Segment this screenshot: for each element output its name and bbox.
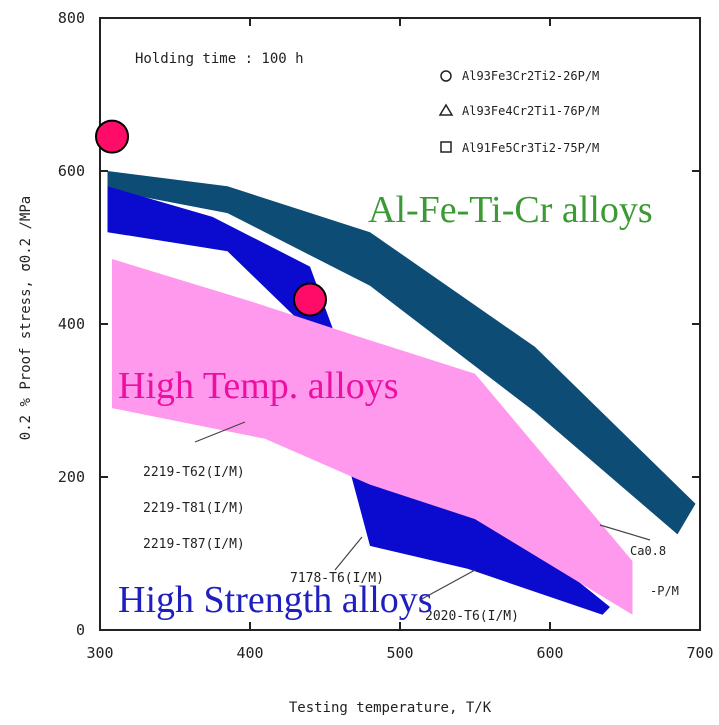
legend-label: Al93Fe4Cr2Ti1-76P/M [462, 104, 599, 118]
x-tick-labels: 300 400 500 600 700 [86, 644, 713, 662]
annotations: 2219-T62(I/M) 2219-T81(I/M) 2219-T87(I/M… [143, 465, 679, 624]
y-axis-label: 0.2 % Proof stress, σ0.2 /MPa [18, 196, 34, 440]
leader-7178-t6 [334, 536, 363, 571]
legend-label: Al93Fe3Cr2Ti2-26P/M [462, 69, 599, 83]
x-tick-label: 600 [536, 644, 563, 662]
legend-square-marker [440, 141, 452, 153]
highlight-point [95, 119, 129, 154]
annotation-2020-t6: 2020-T6(I/M) [425, 609, 519, 624]
annotation-pm: -P/M [650, 584, 679, 598]
annotation-7178-t6: 7178-T6(I/M) [290, 571, 384, 586]
y-tick-label: 200 [58, 468, 85, 486]
x-tick-label: 700 [686, 644, 713, 662]
y-tick-label: 600 [58, 162, 85, 180]
y-tick-label: 0 [76, 621, 85, 639]
annotation-2219-t62: 2219-T62(I/M) [143, 465, 245, 480]
chart-title: Holding time : 100 h [135, 51, 304, 67]
x-tick-label: 400 [236, 644, 263, 662]
leader-ca [599, 524, 651, 541]
region-high-temp-alloys [112, 259, 633, 615]
axis-ticks [99, 17, 701, 631]
annotation-2219-t87: 2219-T87(I/M) [143, 537, 245, 552]
region-label-al-fe-ti-cr: Al-Fe-Ti-Cr alloys [368, 189, 653, 231]
x-tick-label: 500 [386, 644, 413, 662]
leader-2219-t62 [194, 421, 246, 443]
highlight-point [293, 282, 327, 317]
leader-2020-t6 [419, 569, 476, 601]
y-tick-label: 800 [58, 9, 85, 27]
legend-circle-marker [440, 70, 452, 82]
regions-group [107, 171, 696, 615]
legend: Al93Fe3Cr2Ti2-26P/M Al93Fe4Cr2Ti1-76P/M … [438, 69, 599, 155]
x-axis-label: Testing temperature, T/K [289, 700, 492, 716]
region-al-fe-ti-cr-alloys [107, 171, 696, 535]
x-tick-label: 300 [86, 644, 113, 662]
annotation-ca: Ca0.8 [630, 544, 666, 558]
highlight-points [95, 119, 327, 317]
annotation-2219-t81: 2219-T81(I/M) [143, 501, 245, 516]
legend-triangle-marker [438, 103, 454, 116]
y-tick-labels: 0 200 400 600 800 [58, 9, 85, 639]
region-label-high-strength: High Strength alloys [118, 579, 433, 621]
legend-label: Al91Fe5Cr3Ti2-75P/M [462, 141, 599, 155]
region-label-high-temp: High Temp. alloys [118, 365, 399, 407]
annotation-leaders [194, 421, 651, 601]
y-tick-label: 400 [58, 315, 85, 333]
